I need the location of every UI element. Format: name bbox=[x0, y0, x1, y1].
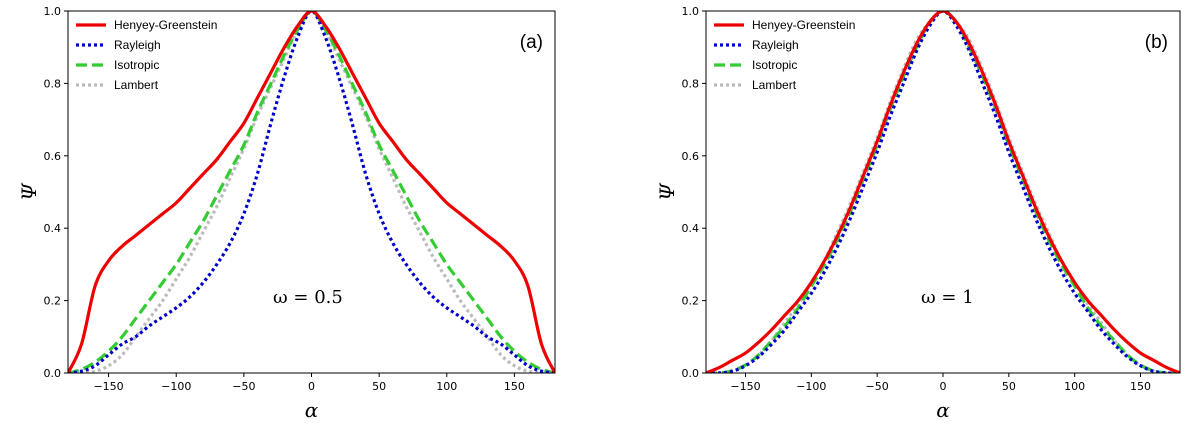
series-line-rayleigh bbox=[706, 11, 1180, 373]
x-tick-label: −100 bbox=[161, 380, 191, 393]
y-tick-label: 0.6 bbox=[44, 150, 62, 163]
y-tick-label: 0.2 bbox=[682, 295, 700, 308]
chart-panel-a: −150 −100 −50 0 50 100 150 0.0 0.2 0.4 0.6 0.8 1.0 α Ψ… bbox=[17, 5, 556, 422]
y-tick-label: 0.4 bbox=[682, 222, 700, 235]
series-line-lambert bbox=[706, 11, 1180, 373]
x-tick-label: −150 bbox=[730, 380, 760, 393]
legend-entry-label: Isotropic bbox=[114, 58, 159, 72]
x-tick-label: 0 bbox=[308, 380, 315, 393]
x-tick-label: −50 bbox=[232, 380, 255, 393]
series-line-lambert bbox=[68, 11, 555, 373]
y-tick-label: 0.2 bbox=[44, 295, 62, 308]
x-tick-label: 50 bbox=[1002, 380, 1016, 393]
legend-entry-label: Henyey-Greenstein bbox=[114, 18, 217, 32]
y-tick-label: 0.8 bbox=[44, 77, 62, 90]
series-line-isotropic bbox=[706, 11, 1180, 373]
x-tick-label: −50 bbox=[866, 380, 889, 393]
y-tick-label: 0.6 bbox=[682, 150, 700, 163]
legend-entry-label: Rayleigh bbox=[114, 38, 161, 52]
legend: Henyey-Greenstein Rayleigh Isotropic Lamber… bbox=[76, 18, 217, 92]
legend: Henyey-Greenstein Rayleigh Isotropic Lamber… bbox=[714, 18, 855, 92]
x-tick-label: 100 bbox=[1064, 380, 1085, 393]
legend-entry-label: Henyey-Greenstein bbox=[752, 18, 855, 32]
y-axis-label: Ψ bbox=[655, 182, 679, 201]
series-line-henyey-greenstein bbox=[706, 11, 1180, 373]
x-tick-label: 0 bbox=[940, 380, 947, 393]
series-line-isotropic bbox=[68, 11, 555, 373]
panel-label: (b) bbox=[1145, 32, 1168, 53]
legend-entry-label: Isotropic bbox=[752, 58, 797, 72]
x-tick-label: −100 bbox=[796, 380, 826, 393]
y-tick-label: 0.0 bbox=[44, 367, 62, 380]
legend-entry-label: Lambert bbox=[752, 78, 797, 92]
x-axis-label: α bbox=[305, 398, 319, 422]
x-tick-label: −150 bbox=[93, 380, 123, 393]
omega-annotation: ω = 0.5 bbox=[273, 287, 343, 308]
y-tick-label: 1.0 bbox=[682, 5, 700, 18]
x-axis-label: α bbox=[936, 398, 950, 422]
y-tick-label: 1.0 bbox=[44, 5, 62, 18]
panel-label: (a) bbox=[520, 32, 543, 53]
y-tick-label: 0.8 bbox=[682, 77, 700, 90]
omega-annotation: ω = 1 bbox=[921, 287, 974, 308]
y-axis-label: Ψ bbox=[17, 182, 41, 201]
y-tick-label: 0.0 bbox=[682, 367, 700, 380]
x-tick-label: 100 bbox=[436, 380, 457, 393]
legend-entry-label: Lambert bbox=[114, 78, 159, 92]
x-tick-label: 50 bbox=[372, 380, 386, 393]
series-line-henyey-greenstein bbox=[68, 11, 555, 373]
y-tick-label: 0.4 bbox=[44, 222, 62, 235]
legend-entry-label: Rayleigh bbox=[752, 38, 799, 52]
x-tick-label: 150 bbox=[504, 380, 525, 393]
chart-panel-b: −150 −100 −50 0 50 100 150 0.0 0.2 0.4 0.6 0.8 1.0 α Ψ… bbox=[655, 5, 1181, 422]
x-tick-label: 150 bbox=[1130, 380, 1151, 393]
